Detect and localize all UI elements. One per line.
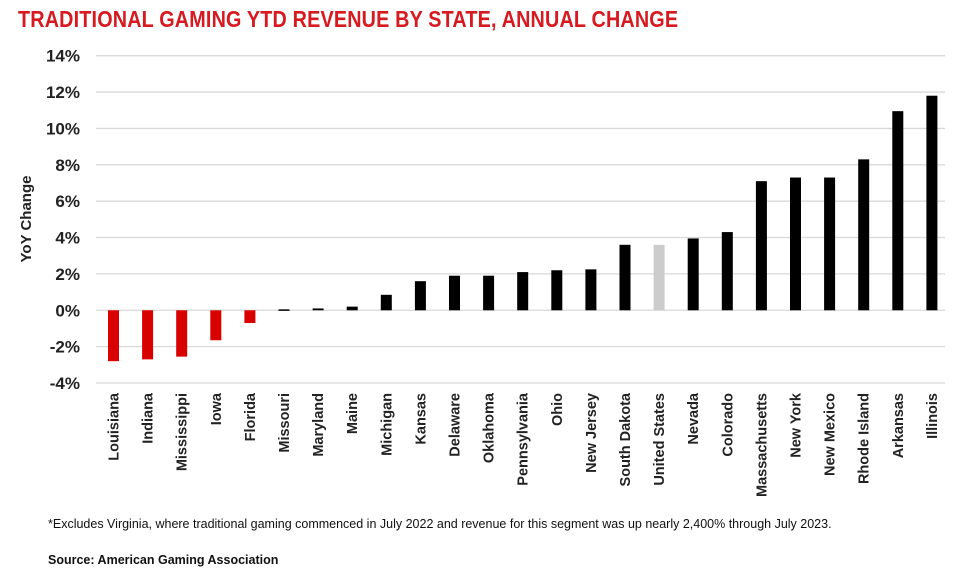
bar-oklahoma [483,275,495,311]
bar-pennsylvania [517,272,529,311]
y-tick-label: 12% [46,83,80,102]
y-tick-label: -2% [50,338,80,357]
bar-new-york [790,177,801,311]
chart-title: TRADITIONAL GAMING YTD REVENUE BY STATE,… [18,6,679,32]
bar-missouri [278,309,290,311]
bar-maine [346,306,358,311]
bar-united-states [653,244,665,311]
source-note: Source: American Gaming Association [48,553,279,567]
x-tick-label: Mississippi [175,393,191,471]
bar-south-dakota [619,244,631,311]
footnote: *Excludes Virginia, where traditional ga… [48,517,832,531]
bar-arkansas [892,111,904,311]
y-tick-label: 14% [46,47,80,66]
y-axis-label: YoY Change [18,176,35,263]
x-tick-label: New Mexico [823,393,839,476]
x-tick-label: New Jersey [584,393,600,473]
x-tick-label: Delaware [448,393,464,457]
y-tick-label: 0% [55,301,80,320]
bar-mississippi [176,310,188,357]
x-tick-label: Rhode Island [857,393,873,484]
x-tick-label: Arkansas [891,393,907,458]
y-tick-label: 8% [55,156,80,175]
x-tick-label: Florida [243,392,259,441]
x-tick-label: Colorado [720,393,736,457]
bar-chart: -4% -2% 0% 2% 4% 6% 8% 10% 12% 14% YoY Change Louis… [18,47,945,497]
bar-rhode-island [858,159,870,311]
bar-nevada [687,238,699,311]
bar-louisiana [108,310,119,362]
y-tick-label: 2% [55,265,80,284]
x-tick-label: New York [789,392,805,458]
bar-new-jersey [585,269,597,311]
y-tick-label: 4% [55,229,80,248]
bar-florida [244,310,256,323]
y-tick-label: 10% [46,119,80,138]
bar-delaware [449,275,460,311]
x-tick-label: Michigan [379,393,395,456]
bar-new-mexico [824,177,836,311]
x-tick-label: Indiana [141,392,157,444]
x-tick-label: United States [652,393,668,486]
x-tick-label: Louisiana [107,392,123,461]
x-tick-label: Kansas [413,393,429,445]
bar-iowa [210,310,222,341]
y-tick-label: -4% [50,374,80,393]
x-tick-label: Maine [345,393,361,434]
bar-illinois [926,95,938,311]
x-tick-label: Ohio [550,393,566,426]
bar-massachusetts [755,181,767,311]
bar-ohio [551,270,563,311]
x-tick-label: Nevada [686,392,702,445]
x-tick-label: Massachusetts [754,393,770,497]
x-tick-label: Illinois [925,393,941,439]
x-tick-label: Pennsylvania [516,392,532,486]
x-tick-label: Oklahoma [482,392,498,463]
x-tick-label: Maryland [311,393,327,457]
y-tick-label: 6% [55,192,80,211]
x-tick-label: Missouri [277,393,293,453]
x-tick-label: Iowa [209,392,225,425]
bar-michigan [380,294,392,311]
bar-colorado [721,232,733,311]
bar-kansas [414,281,426,311]
bar-indiana [142,310,154,360]
x-tick-label: South Dakota [618,392,634,486]
bar-maryland [312,308,324,311]
